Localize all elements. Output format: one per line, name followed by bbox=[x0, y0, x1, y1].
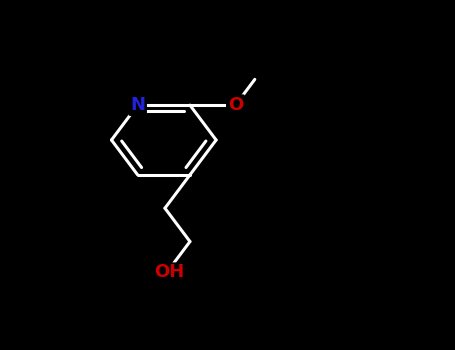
Text: N: N bbox=[130, 96, 145, 114]
Text: O: O bbox=[228, 96, 243, 114]
Text: OH: OH bbox=[154, 263, 185, 281]
